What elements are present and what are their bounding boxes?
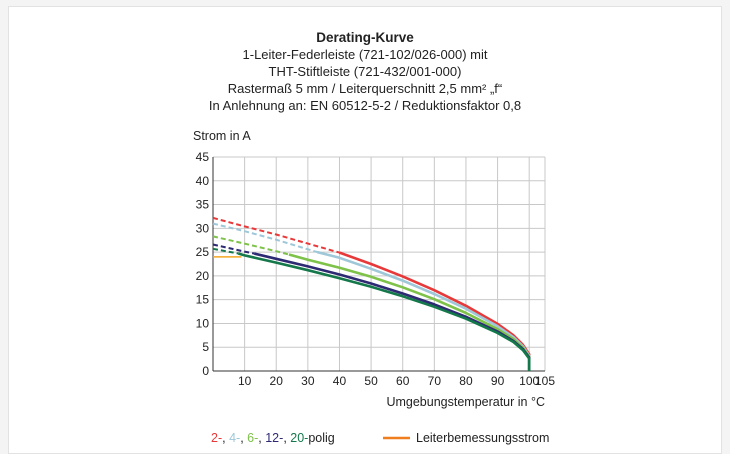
legend-item-12: 12- <box>265 431 283 445</box>
legend-item-4: 4- <box>229 431 240 445</box>
legend-item-20: 20- <box>290 431 308 445</box>
legend-separator: , <box>240 431 247 445</box>
x-tick-label: 20 <box>270 374 284 388</box>
legend-separator: , <box>222 431 229 445</box>
y-tick-label: 20 <box>196 269 210 283</box>
x-tick-label: 80 <box>459 374 473 388</box>
x-tick-label: 105 <box>535 374 555 388</box>
legend-polig-suffix: polig <box>308 431 334 445</box>
legend-polig-label: 2-, 4-, 6-, 12-, 20-polig <box>211 431 335 445</box>
legend-separator: , <box>258 431 265 445</box>
y-tick-label: 45 <box>196 150 210 164</box>
y-tick-label: 35 <box>196 198 210 212</box>
series-6-dashed-line <box>212 235 290 256</box>
series-2-dashed-line <box>212 216 340 254</box>
legend-item-2: 2- <box>211 431 222 445</box>
y-tick-label: 5 <box>202 340 209 354</box>
chart-subtitle-3: Rastermaß 5 mm / Leiterquerschnitt 2,5 m… <box>227 81 503 96</box>
chart-card: Derating-Kurve 1-Leiter-Federleiste (721… <box>8 6 722 454</box>
legend-separator: , <box>283 431 290 445</box>
y-tick-label: 15 <box>196 293 210 307</box>
x-tick-label: 40 <box>333 374 347 388</box>
x-tick-label: 50 <box>364 374 378 388</box>
x-tick-label: 30 <box>301 374 315 388</box>
legend-item-6: 6- <box>247 431 258 445</box>
y-tick-label: 25 <box>196 245 210 259</box>
series-20-line <box>237 252 531 371</box>
chart-subtitle-4: In Anlehnung an: EN 60512-5-2 / Reduktio… <box>208 98 522 113</box>
chart-subtitle-1: 1-Leiter-Federleiste (721-102/026-000) m… <box>242 47 488 62</box>
y-tick-label: 10 <box>196 316 210 330</box>
series-20-dashed-line <box>212 247 239 255</box>
x-tick-label: 90 <box>491 374 505 388</box>
x-tick-label: 100 <box>519 374 539 388</box>
y-tick-label: 30 <box>196 221 210 235</box>
chart-title: Derating-Kurve <box>316 30 414 45</box>
x-tick-label: 70 <box>428 374 442 388</box>
x-tick-label: 60 <box>396 374 410 388</box>
x-tick-label: 10 <box>238 374 252 388</box>
chart-subtitle-2: THT-Stiftleiste (721-432/001-000) <box>268 64 462 79</box>
x-axis-label: Umgebungstemperatur in °C <box>386 395 545 409</box>
chart-titles: Derating-Kurve 1-Leiter-Federleiste (721… <box>9 29 721 114</box>
series-4-dashed-line <box>212 222 318 254</box>
series-12-dashed-line <box>212 243 255 255</box>
legend-rated-label: Leiterbemessungsstrom <box>416 431 549 445</box>
y-tick-label: 40 <box>196 174 210 188</box>
y-axis-label: Strom in A <box>193 129 251 143</box>
y-tick-label: 0 <box>202 364 209 378</box>
